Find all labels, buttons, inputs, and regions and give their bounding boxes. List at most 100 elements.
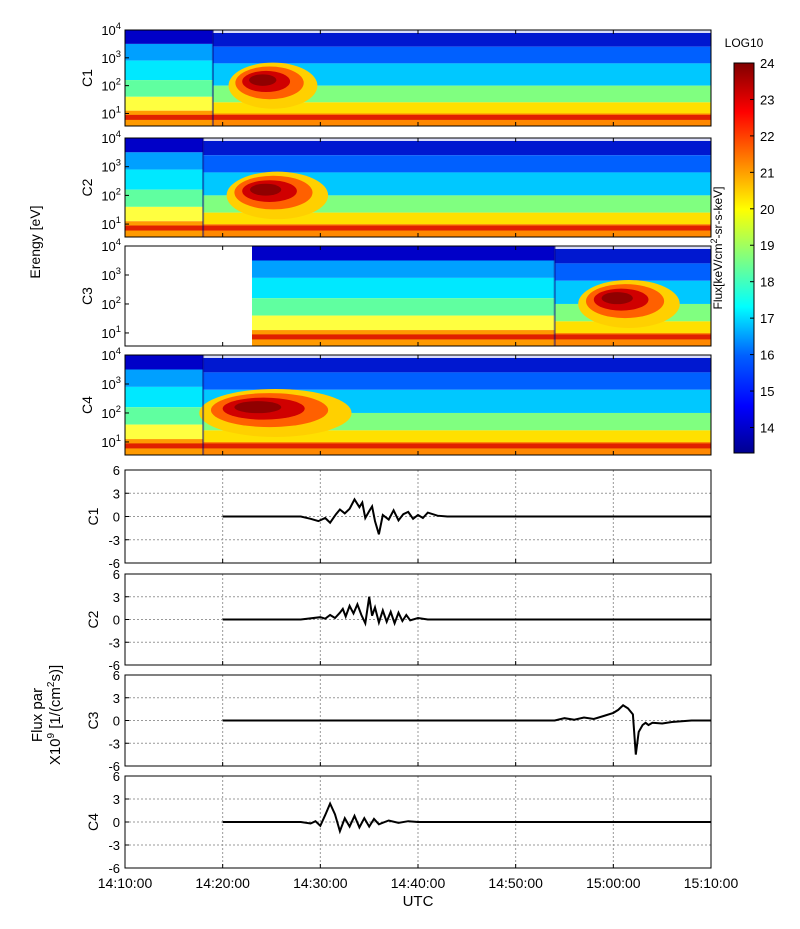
flux-panel-c4: -6 -3 0 3 6 C4 [85,769,712,876]
y-tick-label: 3 [113,691,120,706]
band [203,195,711,213]
band [251,246,555,261]
y-tick-label: 6 [113,567,120,582]
x-tick-label: 14:40:00 [391,875,446,891]
colorbar-tick-label: 14 [760,420,774,435]
colorbar-tick-label: 23 [760,92,774,107]
y-tick-label: -3 [108,533,120,548]
colorbar-tick-label: 22 [760,129,774,144]
colorbar-title: LOG10 [725,36,764,50]
band [251,260,555,278]
band [212,46,711,64]
colorbar-label: Flux[keV/cm2-sr-s-keV] [709,186,725,309]
band [125,43,213,61]
band [212,85,711,103]
spectrogram-panel-c4: 101 102 103 104 C4 [79,346,712,456]
band [203,155,711,173]
colorbar-tick-label: 16 [760,348,774,363]
y-tick-label: 101 [101,104,121,121]
spectrogram-image [125,355,711,455]
series-line-c1 [222,497,711,535]
y-tick-label: 103 [101,49,121,66]
y-tick-label: 102 [101,186,121,203]
band [203,172,711,196]
band [125,152,204,170]
y-tick-label: 0 [113,613,120,628]
low-energy-band [125,225,711,231]
band [125,169,204,190]
y-tick-label: -6 [108,759,120,774]
series-line-c2 [222,596,711,627]
panel-label-c1: C1 [79,69,95,87]
band [125,80,213,97]
y-tick-label: 103 [101,158,121,175]
onset-streak [211,30,214,126]
y-tick-label: -6 [108,556,120,571]
panel-label-c2: C2 [85,610,101,628]
panel-label-c4: C4 [79,396,95,414]
x-tick-label: 15:00:00 [586,875,641,891]
colorbar-tick-label: 24 [760,56,774,71]
x-tick-label: 15:10:00 [684,875,739,891]
data-gap [125,246,252,346]
saturation-edge [212,30,711,33]
x-axis-label: UTC [403,893,434,910]
saturation-edge [554,246,711,249]
y-tick-label: 3 [113,792,120,807]
y-tick-label: -3 [108,635,120,650]
band [203,138,711,156]
saturation-edge [203,355,711,358]
y-tick-label: 104 [101,346,121,363]
y-tick-label: 104 [101,21,121,38]
onset-streak [202,138,205,237]
panel-label-c3: C3 [79,287,95,305]
energy-axis-label: Erengy [eV] [27,205,43,278]
y-tick-label: 3 [113,486,120,501]
series-line-c4 [222,801,711,835]
band [203,355,711,373]
flux-panels: -6 -3 0 3 6 C1 -6 -3 0 3 6 C2 -6 -3 0 3 6 C3 -6 -3 0 3 6 C4 [85,463,712,876]
x-tick-label: 14:30:00 [293,875,348,891]
band [251,277,555,299]
x-tick-label: 14:20:00 [195,875,250,891]
colorbar-tick-label: 18 [760,275,774,290]
colorbar-tick-label: 20 [760,202,774,217]
onset-streak [553,246,556,346]
y-tick-label: 104 [101,129,121,146]
band [125,60,213,81]
band [203,430,711,442]
band [125,138,204,153]
spectrogram-image [125,246,711,346]
band [554,263,711,281]
series-line-c3 [222,704,711,755]
y-tick-label: -6 [108,861,120,876]
spectrogram-image [125,30,711,126]
onset-streak [202,355,205,455]
spectrogram-panel-c3: 101 102 103 104 C3 [79,237,712,347]
band [125,30,213,44]
y-tick-label: 0 [113,510,120,525]
y-tick-label: 101 [101,324,121,341]
y-tick-label: 6 [113,668,120,683]
band [554,246,711,264]
y-tick-label: 102 [101,404,121,421]
band [212,63,711,86]
spectrogram-panel-c2: 101 102 103 104 C2 [79,129,712,238]
low-energy-band [125,114,711,120]
hot-plasma-peak [250,183,282,196]
flux-panel-c1: -6 -3 0 3 6 C1 [85,463,712,571]
band [125,189,204,207]
band [125,386,204,408]
band [251,315,555,331]
flux-panel-c2: -6 -3 0 3 6 C2 [85,567,712,673]
colorbar-tick-label: 21 [760,165,774,180]
band [125,206,204,222]
saturation-edge [203,138,711,141]
x-tick-label: 14:10:00 [98,875,153,891]
y-tick-label: 102 [101,77,121,94]
band [125,96,213,111]
panel-label-c1: C1 [85,507,101,525]
y-tick-label: 0 [113,714,120,729]
